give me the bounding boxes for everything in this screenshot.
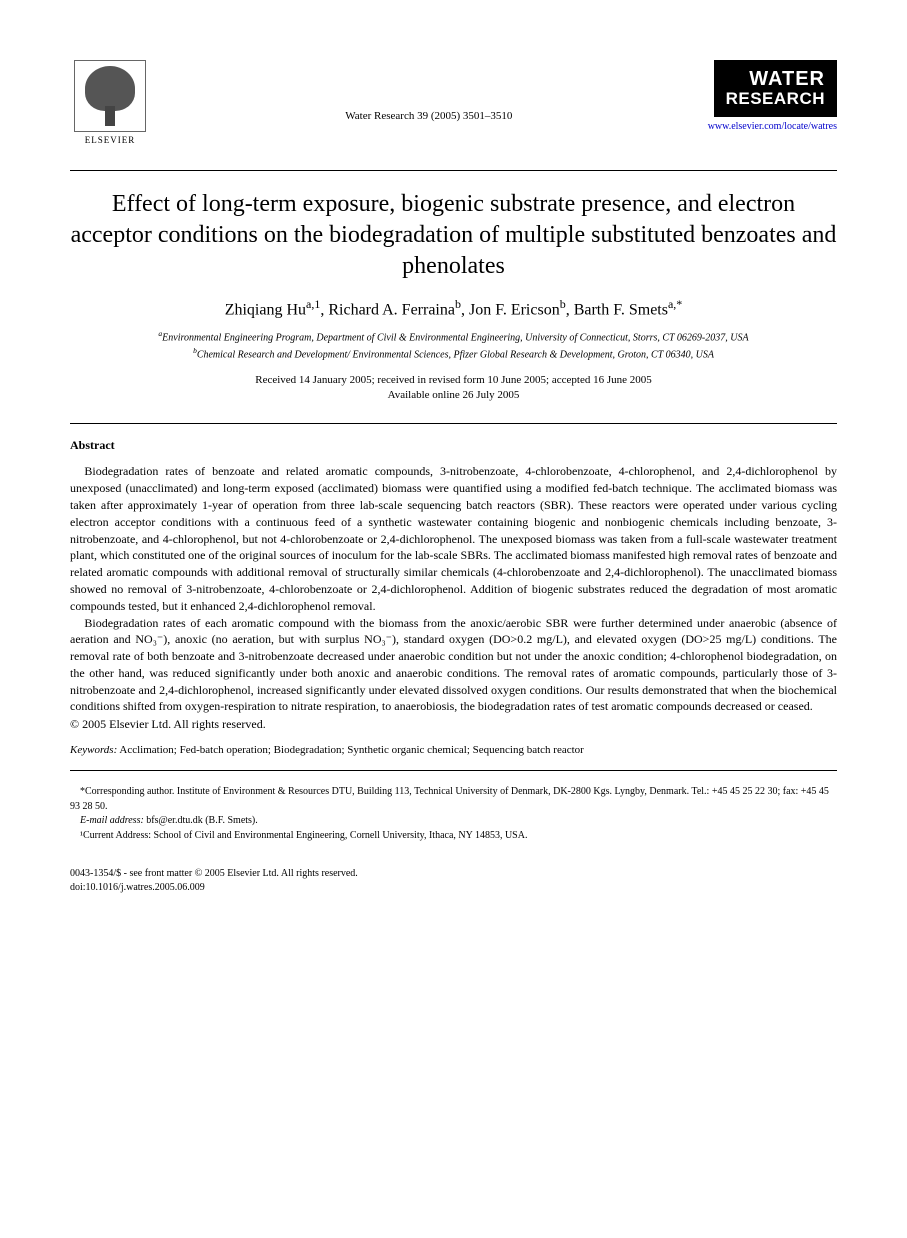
- journal-name-box: WATER RESEARCH: [714, 60, 837, 117]
- abstract-body: Biodegradation rates of benzoate and rel…: [70, 463, 837, 715]
- journal-url[interactable]: www.elsevier.com/locate/watres: [708, 121, 837, 132]
- publisher-logo: ELSEVIER: [70, 60, 150, 150]
- date-block: Received 14 January 2005; received in re…: [70, 373, 837, 404]
- current-address: ¹Current Address: School of Civil and En…: [70, 829, 837, 844]
- keywords-divider: [70, 770, 837, 771]
- journal-logo-block: WATER RESEARCH www.elsevier.com/locate/w…: [708, 60, 837, 132]
- paper-title: Effect of long-term exposure, biogenic s…: [70, 189, 837, 283]
- author-line: Zhiqiang Hua,1, Richard A. Ferrainab, Jo…: [70, 297, 837, 319]
- footnotes: *Corresponding author. Institute of Envi…: [70, 785, 837, 843]
- email-label: E-mail address:: [80, 815, 144, 826]
- doi: doi:10.1016/j.watres.2005.06.009: [70, 881, 837, 895]
- keywords-label: Keywords:: [70, 744, 117, 756]
- keywords-line: Keywords: Acclimation; Fed-batch operati…: [70, 744, 837, 756]
- journal-name-line2: RESEARCH: [726, 90, 825, 109]
- header-row: ELSEVIER Water Research 39 (2005) 3501–3…: [70, 60, 837, 150]
- keywords-text: Acclimation; Fed-batch operation; Biodeg…: [119, 744, 583, 756]
- abstract-p1: Biodegradation rates of benzoate and rel…: [70, 463, 837, 614]
- email-value[interactable]: bfs@er.dtu.dk (B.F. Smets).: [146, 815, 257, 826]
- elsevier-tree-icon: [74, 60, 146, 132]
- abstract-p2: Biodegradation rates of each aromatic co…: [70, 615, 837, 716]
- received-line: Received 14 January 2005; received in re…: [70, 373, 837, 388]
- front-matter: 0043-1354/$ - see front matter © 2005 El…: [70, 867, 837, 881]
- top-divider: [70, 170, 837, 171]
- affiliations: aEnvironmental Engineering Program, Depa…: [70, 329, 837, 363]
- affiliation-a: aEnvironmental Engineering Program, Depa…: [70, 329, 837, 346]
- copyright-line: © 2005 Elsevier Ltd. All rights reserved…: [70, 717, 837, 732]
- abstract-top-divider: [70, 423, 837, 424]
- affiliation-b: bChemical Research and Development/ Envi…: [70, 346, 837, 363]
- online-line: Available online 26 July 2005: [70, 388, 837, 403]
- corresponding-author: *Corresponding author. Institute of Envi…: [70, 785, 837, 814]
- journal-name-line1: WATER: [726, 68, 825, 90]
- citation: Water Research 39 (2005) 3501–3510: [345, 60, 512, 122]
- publisher-label: ELSEVIER: [85, 135, 136, 145]
- email-line: E-mail address: bfs@er.dtu.dk (B.F. Smet…: [70, 814, 837, 829]
- footer: 0043-1354/$ - see front matter © 2005 El…: [70, 867, 837, 895]
- page: ELSEVIER Water Research 39 (2005) 3501–3…: [0, 0, 907, 935]
- abstract-label: Abstract: [70, 438, 837, 453]
